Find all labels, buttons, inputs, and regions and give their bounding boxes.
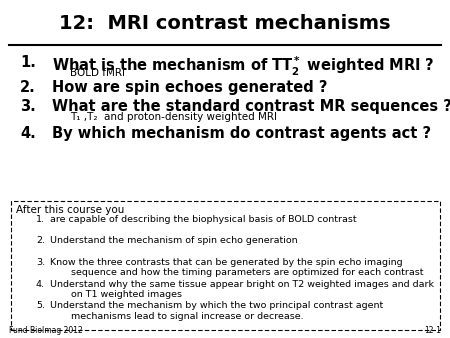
- Text: 4.: 4.: [20, 126, 36, 141]
- Text: 3.: 3.: [20, 99, 36, 114]
- Text: How are spin echoes generated ?: How are spin echoes generated ?: [52, 80, 327, 95]
- Text: 1.: 1.: [36, 215, 45, 224]
- Text: 2.: 2.: [36, 236, 45, 245]
- Text: What are the standard contrast MR sequences ?: What are the standard contrast MR sequen…: [52, 99, 450, 114]
- Text: are capable of describing the biophysical basis of BOLD contrast: are capable of describing the biophysica…: [50, 215, 356, 224]
- Text: T₁ ,T₂  and proton-density weighted MRI: T₁ ,T₂ and proton-density weighted MRI: [70, 112, 277, 122]
- Text: What is the mechanism of T$\mathbf{T_2^*}$ weighted MRI ?: What is the mechanism of T$\mathbf{T_2^*…: [52, 55, 434, 78]
- Text: 3.: 3.: [36, 258, 45, 267]
- FancyBboxPatch shape: [11, 201, 440, 330]
- Text: 12-1: 12-1: [424, 326, 441, 335]
- Text: By which mechanism do contrast agents act ?: By which mechanism do contrast agents ac…: [52, 126, 431, 141]
- Text: BOLD fMRI: BOLD fMRI: [70, 68, 125, 78]
- Text: 5.: 5.: [36, 301, 45, 310]
- Text: 1.: 1.: [20, 55, 36, 70]
- Text: Understand the mechanism of spin echo generation: Understand the mechanism of spin echo ge…: [50, 236, 297, 245]
- Text: Know the three contrasts that can be generated by the spin echo imaging
       s: Know the three contrasts that can be gen…: [50, 258, 423, 277]
- Text: Fund BioImag 2012: Fund BioImag 2012: [9, 326, 83, 335]
- Text: After this course you: After this course you: [16, 205, 124, 215]
- Text: Understand the mechanism by which the two principal contrast agent
       mechan: Understand the mechanism by which the tw…: [50, 301, 383, 320]
- Text: 4.: 4.: [36, 280, 45, 289]
- Text: 12:  MRI contrast mechanisms: 12: MRI contrast mechanisms: [59, 14, 391, 32]
- Text: Understand why the same tissue appear bright on T2 weighted images and dark
    : Understand why the same tissue appear br…: [50, 280, 433, 299]
- Text: 2.: 2.: [20, 80, 36, 95]
